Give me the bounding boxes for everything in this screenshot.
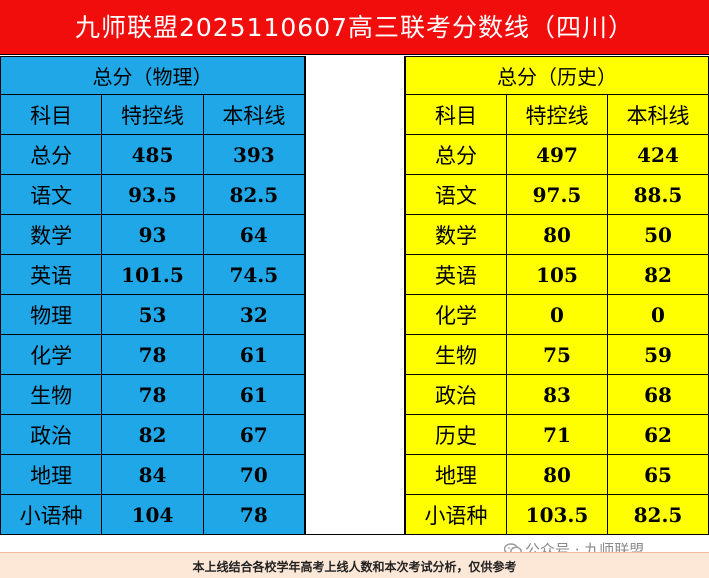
- table-row: 地理 84 70: [0, 454, 306, 495]
- undergrad-line-cell: 78: [202, 494, 306, 535]
- column-header: 本科线: [202, 94, 306, 135]
- table-row: 地理 80 65: [405, 454, 709, 495]
- table-divider: [305, 56, 405, 534]
- subject-cell: 小语种: [405, 494, 507, 535]
- undergrad-line-cell: 64: [202, 214, 306, 255]
- table-header: 总分（物理）: [0, 56, 305, 95]
- special-line-cell: 93: [101, 214, 204, 255]
- column-header: 特控线: [506, 94, 608, 135]
- special-line-cell: 84: [101, 454, 204, 495]
- special-line-cell: 80: [506, 454, 608, 495]
- undergrad-line-cell: 393: [202, 134, 306, 175]
- special-line-cell: 83: [506, 374, 608, 415]
- table-row: 生物 75 59: [405, 334, 709, 375]
- undergrad-line-cell: 82.5: [607, 494, 709, 535]
- undergrad-line-cell: 82: [607, 254, 709, 295]
- subject-cell: 数学: [0, 214, 103, 255]
- special-line-cell: 97.5: [506, 174, 608, 215]
- footer-divider: [0, 534, 709, 535]
- subject-cell: 语文: [405, 174, 507, 215]
- undergrad-line-cell: 82.5: [202, 174, 306, 215]
- table-row: 化学 0 0: [405, 294, 709, 335]
- subject-cell: 英语: [405, 254, 507, 295]
- undergrad-line-cell: 0: [607, 294, 709, 335]
- undergrad-line-cell: 70: [202, 454, 306, 495]
- table-row: 英语 105 82: [405, 254, 709, 295]
- subject-cell: 化学: [0, 334, 103, 375]
- undergrad-line-cell: 424: [607, 134, 709, 175]
- undergrad-line-cell: 68: [607, 374, 709, 415]
- undergrad-line-cell: 32: [202, 294, 306, 335]
- special-line-cell: 0: [506, 294, 608, 335]
- table-row: 数学 80 50: [405, 214, 709, 255]
- subject-cell: 化学: [405, 294, 507, 335]
- column-header: 特控线: [101, 94, 204, 135]
- special-line-cell: 82: [101, 414, 204, 455]
- undergrad-line-cell: 61: [202, 374, 306, 415]
- special-line-cell: 80: [506, 214, 608, 255]
- table-row: 政治 83 68: [405, 374, 709, 415]
- subject-cell: 总分: [405, 134, 507, 175]
- special-line-cell: 53: [101, 294, 204, 335]
- special-line-cell: 105: [506, 254, 608, 295]
- footer: 本上线结合各校学年高考上线人数和本次考试分析，仅供参考: [0, 552, 709, 578]
- column-header: 科目: [405, 94, 507, 135]
- table-row: 小语种 104 78: [0, 494, 306, 535]
- table-header: 总分（历史）: [405, 56, 709, 95]
- subject-cell: 小语种: [0, 494, 103, 535]
- special-line-cell: 497: [506, 134, 608, 175]
- table-row: 化学 78 61: [0, 334, 306, 375]
- special-line-cell: 71: [506, 414, 608, 455]
- special-line-cell: 485: [101, 134, 204, 175]
- undergrad-line-cell: 50: [607, 214, 709, 255]
- table-row: 语文 93.5 82.5: [0, 174, 306, 215]
- subject-cell: 物理: [0, 294, 103, 335]
- subject-cell: 生物: [0, 374, 103, 415]
- subject-cell: 总分: [0, 134, 103, 175]
- undergrad-line-cell: 88.5: [607, 174, 709, 215]
- subject-cell: 地理: [405, 454, 507, 495]
- subject-cell: 政治: [405, 374, 507, 415]
- physics-table: 总分（物理） 科目 特控线 本科线 总分 485 393 语文 93.5 82.5 数学 93 64 英语…: [0, 56, 306, 535]
- physics-score-table: 总分（物理） 科目 特控线 本科线 总分 485 393 语文 93.5 82.5 数学 93 64 英语…: [0, 56, 306, 535]
- undergrad-line-cell: 74.5: [202, 254, 306, 295]
- special-line-cell: 93.5: [101, 174, 204, 215]
- column-header: 本科线: [607, 94, 709, 135]
- subject-cell: 政治: [0, 414, 103, 455]
- subject-cell: 生物: [405, 334, 507, 375]
- subject-cell: 语文: [0, 174, 103, 215]
- special-line-cell: 78: [101, 334, 204, 375]
- table-row: 历史 71 62: [405, 414, 709, 455]
- table-row: 政治 82 67: [0, 414, 306, 455]
- undergrad-line-cell: 65: [607, 454, 709, 495]
- column-header: 科目: [0, 94, 103, 135]
- page-title: 九师联盟2025110607高三联考分数线（四川）: [0, 0, 709, 55]
- subject-cell: 地理: [0, 454, 103, 495]
- footer-note: 本上线结合各校学年高考上线人数和本次考试分析，仅供参考: [192, 560, 517, 574]
- history-score-table: 总分（历史） 科目 特控线 本科线 总分 497 424 语文 97.5 88.5 数学 80 50 英语…: [405, 56, 709, 535]
- table-row: 物理 53 32: [0, 294, 306, 335]
- subject-cell: 数学: [405, 214, 507, 255]
- special-line-cell: 103.5: [506, 494, 608, 535]
- subject-cell: 英语: [0, 254, 103, 295]
- table-row: 英语 101.5 74.5: [0, 254, 306, 295]
- table-row: 总分 485 393: [0, 134, 306, 175]
- undergrad-line-cell: 61: [202, 334, 306, 375]
- subject-cell: 历史: [405, 414, 507, 455]
- table-row: 总分 497 424: [405, 134, 709, 175]
- special-line-cell: 104: [101, 494, 204, 535]
- history-table: 总分（历史） 科目 特控线 本科线 总分 497 424 语文 97.5 88.5 数学 80 50 英语…: [405, 56, 709, 535]
- table-row: 小语种 103.5 82.5: [405, 494, 709, 535]
- table-row: 生物 78 61: [0, 374, 306, 415]
- table-row: 语文 97.5 88.5: [405, 174, 709, 215]
- special-line-cell: 75: [506, 334, 608, 375]
- undergrad-line-cell: 67: [202, 414, 306, 455]
- undergrad-line-cell: 59: [607, 334, 709, 375]
- special-line-cell: 78: [101, 374, 204, 415]
- undergrad-line-cell: 62: [607, 414, 709, 455]
- table-row: 数学 93 64: [0, 214, 306, 255]
- special-line-cell: 101.5: [101, 254, 204, 295]
